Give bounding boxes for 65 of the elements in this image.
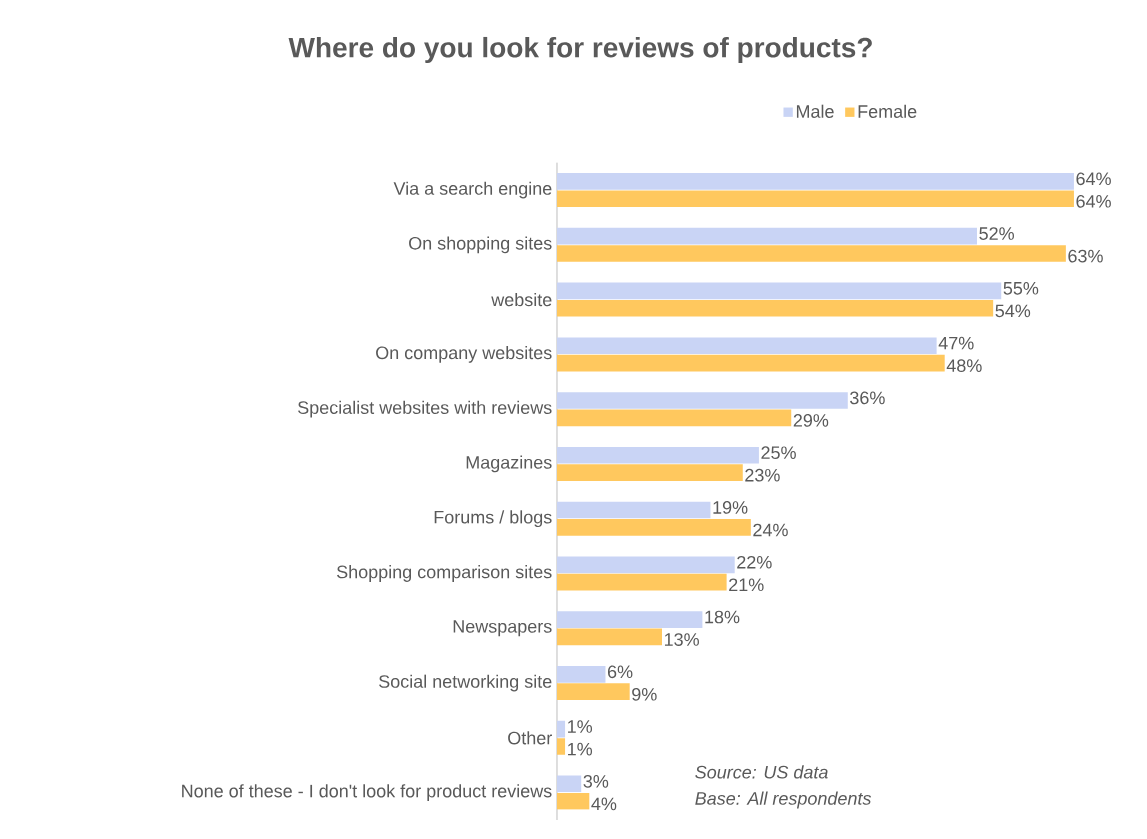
y-tick-label: Forums / blogs: [434, 510, 552, 528]
bar: [556, 464, 743, 481]
bar: [556, 173, 1074, 190]
annotation: Base: All respondents: [695, 791, 872, 809]
data-label: 64%: [1076, 172, 1111, 186]
data-label: 4%: [591, 797, 617, 811]
data-label: 29%: [793, 414, 829, 427]
y-tick-label: None of these - I don't look for product reviews: [182, 784, 552, 801]
y-tick-label: website: [491, 292, 552, 307]
data-label: 9%: [632, 687, 657, 701]
data-label: 48%: [946, 359, 982, 373]
data-label: 13%: [664, 633, 699, 646]
bar: [556, 738, 566, 755]
data-label: 21%: [729, 578, 764, 592]
y-tick-label: Specialist websites with reviews: [298, 400, 552, 418]
legend-label: Female: [858, 104, 917, 118]
data-label: 52%: [979, 227, 1014, 240]
data-label: 24%: [753, 523, 788, 537]
y-tick-label: Newspapers: [453, 620, 552, 637]
data-label: 22%: [737, 555, 772, 569]
bar: [556, 354, 945, 372]
data-label: 3%: [583, 774, 609, 788]
data-label: 55%: [1003, 282, 1039, 295]
data-label: 6%: [607, 665, 633, 679]
legend-label: Male: [796, 104, 834, 118]
bar: [556, 299, 994, 317]
bar: [556, 556, 735, 574]
data-label: 23%: [745, 468, 780, 482]
y-tick-label: Via a search engine: [393, 181, 552, 199]
data-label: 25%: [761, 446, 796, 460]
data-label: 64%: [1076, 194, 1111, 208]
y-tick-label: On company websites: [376, 345, 552, 363]
chart-title: Where do you look for reviews of products?: [288, 36, 872, 64]
bar: [556, 683, 630, 701]
data-label: 18%: [705, 610, 740, 624]
bar: [556, 392, 848, 409]
data-label: 1%: [568, 742, 593, 756]
data-label: 54%: [995, 304, 1031, 318]
y-tick-label: Social networking site: [379, 674, 552, 692]
y-tick-label: Magazines: [466, 455, 552, 473]
y-tick-label: Shopping comparison sites: [336, 565, 552, 582]
bar: [556, 337, 937, 355]
bar: [556, 792, 590, 810]
bar: [556, 519, 751, 536]
annotation: Source: US data: [695, 765, 828, 779]
y-tick-label: On shopping sites: [409, 236, 552, 254]
data-label: 36%: [850, 391, 885, 405]
data-label: 63%: [1068, 249, 1103, 263]
data-label: 47%: [938, 336, 974, 350]
bar: [556, 720, 566, 738]
bar: [556, 282, 1002, 300]
data-label: 19%: [713, 501, 748, 514]
bar: [556, 446, 759, 464]
bar: [556, 573, 727, 591]
bar: [556, 245, 1066, 262]
bar: [556, 227, 978, 245]
bar: [556, 775, 582, 793]
bar: [556, 190, 1074, 208]
data-label: 1%: [568, 720, 593, 733]
bar: [556, 611, 703, 628]
bar: [556, 666, 606, 683]
bar: [556, 501, 711, 519]
y-tick-label: Other: [508, 731, 552, 745]
bar: [556, 628, 662, 646]
bar: [556, 409, 792, 427]
